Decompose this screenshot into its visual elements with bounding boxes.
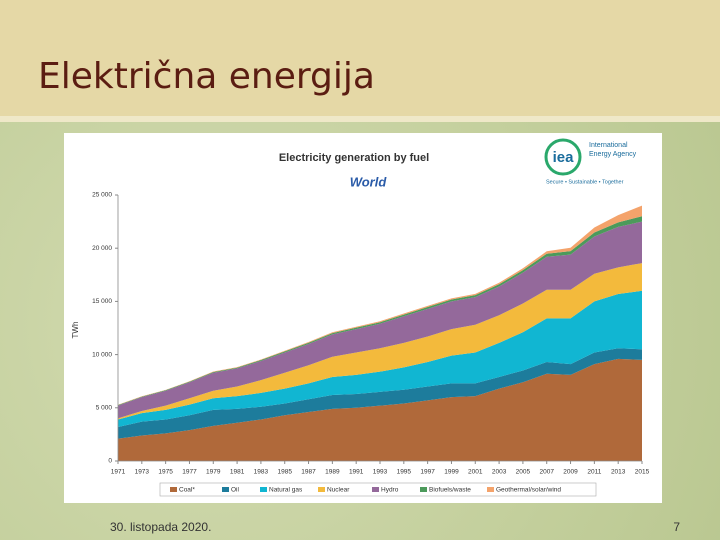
x-tick-label: 1993 [373, 469, 388, 476]
legend-swatch [487, 487, 494, 492]
legend-label: Coal* [179, 487, 195, 494]
logo-mark: iea [553, 149, 575, 166]
title-band [0, 0, 720, 116]
y-tick-label: 0 [108, 458, 112, 465]
area [118, 221, 642, 419]
area [118, 290, 642, 427]
logo-name: International [589, 142, 628, 149]
logo-ring [544, 138, 582, 176]
chart-title: Electricity generation by fuel [279, 152, 429, 164]
legend-label: Biofuels/waste [429, 487, 471, 494]
page-number: 7 [673, 520, 680, 534]
legend-swatch [420, 487, 427, 492]
x-tick-label: 2011 [587, 469, 601, 476]
legend-swatch [222, 487, 229, 492]
logo-tagline: Secure • Sustainable • Together [546, 179, 624, 185]
y-tick-label: 20 000 [92, 245, 112, 252]
y-axis-label: TWh [71, 322, 80, 339]
area [118, 263, 642, 420]
legend-label: Natural gas [269, 487, 303, 494]
legend-swatch [260, 487, 267, 492]
title-rule [0, 116, 720, 122]
x-tick-label: 2009 [563, 469, 578, 476]
x-tick-label: 1977 [182, 469, 197, 476]
x-tick-label: 1995 [397, 469, 412, 476]
x-tick-label: 1989 [325, 469, 340, 476]
x-tick-label: 1979 [206, 469, 221, 476]
legend-label: Hydro [381, 487, 399, 494]
legend-swatch [372, 487, 379, 492]
legend-label: Oil [231, 487, 240, 494]
x-tick-label: 1997 [420, 469, 435, 476]
x-tick-label: 2015 [635, 469, 650, 476]
legend-swatch [318, 487, 325, 492]
area [118, 358, 642, 461]
x-tick-label: 1981 [230, 469, 245, 476]
x-tick-label: 2013 [611, 469, 626, 476]
y-tick-label: 10 000 [92, 351, 112, 358]
y-tick-label: 5 000 [96, 405, 113, 412]
legend-label: Nuclear [327, 487, 350, 494]
area [118, 348, 642, 439]
x-tick-label: 1983 [254, 469, 269, 476]
y-tick-label: 25 000 [92, 192, 112, 199]
legend-swatch [170, 487, 177, 492]
x-tick-label: 2001 [468, 469, 483, 476]
x-tick-label: 1971 [111, 469, 126, 476]
logo-name: Energy Agency [589, 151, 637, 158]
slide-title: Električna energija [38, 56, 375, 97]
x-tick-label: 2007 [539, 469, 554, 476]
chart-subtitle: World [350, 174, 388, 189]
x-tick-label: 1987 [301, 469, 316, 476]
x-tick-label: 1991 [349, 469, 364, 476]
legend-label: Geothermal/solar/wind [496, 487, 561, 494]
x-tick-label: 2003 [492, 469, 507, 476]
x-tick-label: 1973 [135, 469, 150, 476]
y-tick-label: 15 000 [92, 298, 112, 305]
x-tick-label: 1975 [158, 469, 173, 476]
x-tick-label: 2005 [516, 469, 531, 476]
x-tick-label: 1999 [444, 469, 459, 476]
x-tick-label: 1985 [277, 469, 292, 476]
slide-date: 30. listopada 2020. [110, 520, 211, 534]
